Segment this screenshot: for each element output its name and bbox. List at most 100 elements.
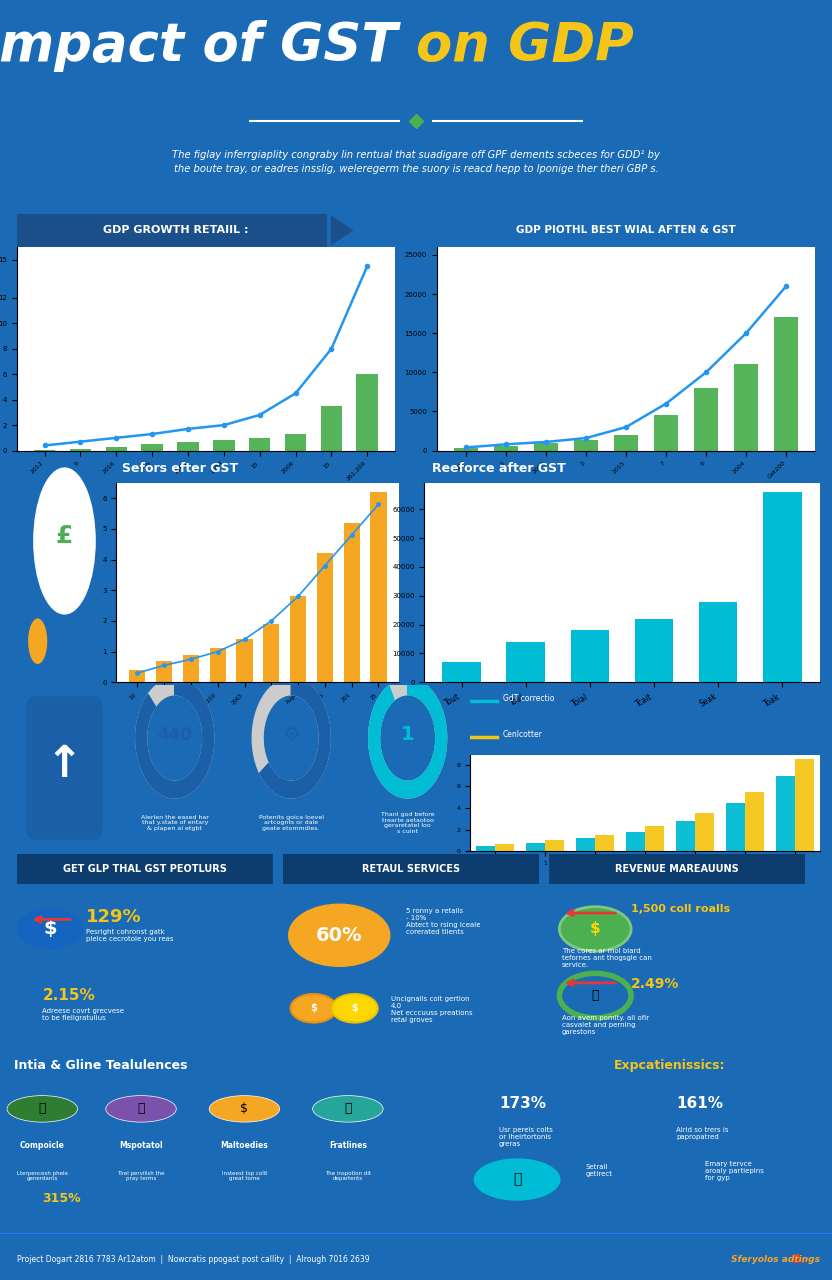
Text: 161%: 161% [676, 1097, 723, 1111]
Text: Insteest tsp colit
great tome: Insteest tsp colit great tome [222, 1171, 267, 1181]
Bar [443, 662, 481, 682]
Bar [317, 553, 333, 682]
Text: The cores ar mol biard
tefornes ant thogsgle can
service.: The cores ar mol biard tefornes ant thog… [562, 948, 651, 968]
Text: $: $ [43, 919, 57, 938]
Circle shape [209, 1096, 280, 1123]
Circle shape [7, 1096, 77, 1123]
Text: B₂: B₂ [792, 1253, 807, 1266]
Bar [614, 435, 638, 451]
Bar [576, 838, 595, 851]
Circle shape [290, 995, 337, 1023]
Bar [726, 803, 745, 851]
Text: 2.49%: 2.49% [631, 977, 680, 991]
Text: Sferyolos adtings: Sferyolos adtings [730, 1256, 820, 1265]
Text: 129%: 129% [86, 909, 141, 927]
Bar [236, 639, 253, 682]
Text: Fratlines: Fratlines [329, 1142, 367, 1151]
Polygon shape [369, 678, 447, 797]
Text: Intia & Gline Tealulences: Intia & Gline Tealulences [14, 1060, 187, 1073]
Bar [494, 445, 518, 451]
Bar [571, 630, 609, 682]
Bar [177, 443, 199, 451]
Bar [249, 438, 270, 451]
Text: The figlay inferrgiaplity congraby lin rentual that suadigare off GPF dements sc: The figlay inferrgiaplity congraby lin r… [172, 150, 660, 174]
Bar [285, 434, 306, 451]
Text: $: $ [240, 1102, 249, 1115]
Bar [156, 660, 172, 682]
Bar [574, 440, 598, 451]
Text: Usr pereis colts
or lheirtortonis
greras: Usr pereis colts or lheirtortonis greras [499, 1126, 553, 1147]
Bar [654, 415, 678, 451]
Bar [290, 596, 306, 682]
Text: on GDP: on GDP [416, 19, 634, 72]
Text: Lterpencesh phele
generdants: Lterpencesh phele generdants [17, 1171, 67, 1181]
Bar [645, 827, 664, 851]
Text: Alrid so trers is
papropatred: Alrid so trers is papropatred [676, 1126, 729, 1139]
Text: 173%: 173% [499, 1097, 546, 1111]
Bar [344, 522, 359, 682]
Text: $: $ [590, 922, 601, 937]
Text: 🌐: 🌐 [513, 1172, 522, 1187]
Text: Thanl god before
trearte aetaotoo
geraretatel loo
s cuint: Thanl god before trearte aetaotoo gerare… [381, 812, 434, 835]
Bar [694, 388, 718, 451]
Text: Reeforce after GST: Reeforce after GST [433, 462, 566, 475]
Circle shape [17, 909, 83, 950]
Text: £: £ [56, 525, 73, 548]
Text: 60%: 60% [316, 925, 363, 945]
Circle shape [473, 1158, 561, 1201]
Bar [454, 448, 478, 451]
Circle shape [28, 618, 47, 664]
Text: Expcatienissics:: Expcatienissics: [613, 1060, 725, 1073]
Text: GdT correctio: GdT correctio [503, 695, 554, 704]
Text: GDP GROWTH RETAIIL :: GDP GROWTH RETAIIL : [103, 225, 249, 236]
Bar [595, 835, 614, 851]
Text: Cenlcotter: Cenlcotter [503, 730, 543, 739]
FancyBboxPatch shape [283, 854, 539, 884]
Text: 🔄: 🔄 [592, 989, 599, 1002]
Polygon shape [136, 678, 214, 797]
Text: Potenits goica loevel
artcognts or dale
geate etommdies.: Potenits goica loevel artcognts or dale … [259, 814, 324, 831]
Text: Tlrel pervilish the
pray terms: Tlrel pervilish the pray terms [117, 1171, 165, 1181]
Bar [774, 317, 798, 451]
Polygon shape [369, 678, 447, 797]
Bar [476, 846, 495, 851]
Bar [534, 443, 558, 451]
Bar [263, 623, 280, 682]
Polygon shape [136, 678, 214, 797]
Text: Adreese covrt grecvese
to be fleligratulius: Adreese covrt grecvese to be fleligratul… [42, 1009, 124, 1021]
Bar [695, 813, 714, 851]
Text: Compoicle: Compoicle [20, 1142, 65, 1151]
Text: The inspotion dit
departents: The inspotion dit departents [324, 1171, 371, 1181]
FancyBboxPatch shape [17, 854, 273, 884]
Bar [526, 842, 545, 851]
Bar [734, 365, 758, 451]
Text: Aon avem pomity. all ofir
casvalet and perning
garestons: Aon avem pomity. all ofir casvalet and p… [562, 1015, 649, 1034]
Bar [70, 449, 92, 451]
Text: Alerlen the eased har
that y.state of entary
& plapen al etgbt: Alerlen the eased har that y.state of en… [141, 814, 209, 831]
Polygon shape [260, 678, 330, 797]
Text: 🐂: 🐂 [38, 1102, 46, 1115]
Text: Uncignalls colt gertion
4.0
Net ecccuuss preations
retal groves: Uncignalls colt gertion 4.0 Net ecccuuss… [390, 996, 472, 1023]
Circle shape [313, 1096, 383, 1123]
Bar [106, 447, 127, 451]
Bar [699, 602, 737, 682]
Text: Project Dogart 2816 7783 Ar12atom  |  Nowcratis ppogast post callity  |  Alrough: Project Dogart 2816 7783 Ar12atom | Nowc… [17, 1256, 369, 1265]
Text: Mspotatol: Mspotatol [119, 1142, 163, 1151]
Text: 1: 1 [401, 726, 414, 744]
Text: Setrall
getirect: Setrall getirect [586, 1165, 613, 1178]
Text: 📋: 📋 [137, 1102, 145, 1115]
Bar [141, 444, 163, 451]
Bar [626, 832, 645, 851]
Circle shape [559, 906, 631, 951]
Circle shape [288, 904, 390, 966]
Text: GET GLP THAL GST PEOTLURS: GET GLP THAL GST PEOTLURS [63, 864, 226, 874]
Text: $: $ [310, 1004, 317, 1014]
Text: GDP PIOTHL BEST WIAL AFTEN & GST: GDP PIOTHL BEST WIAL AFTEN & GST [516, 225, 736, 236]
Text: 440: 440 [157, 726, 192, 744]
Bar [676, 820, 695, 851]
Bar [129, 669, 146, 682]
Bar [183, 654, 199, 682]
Bar [745, 792, 764, 851]
Bar [507, 641, 545, 682]
Text: ⚙: ⚙ [282, 726, 300, 744]
